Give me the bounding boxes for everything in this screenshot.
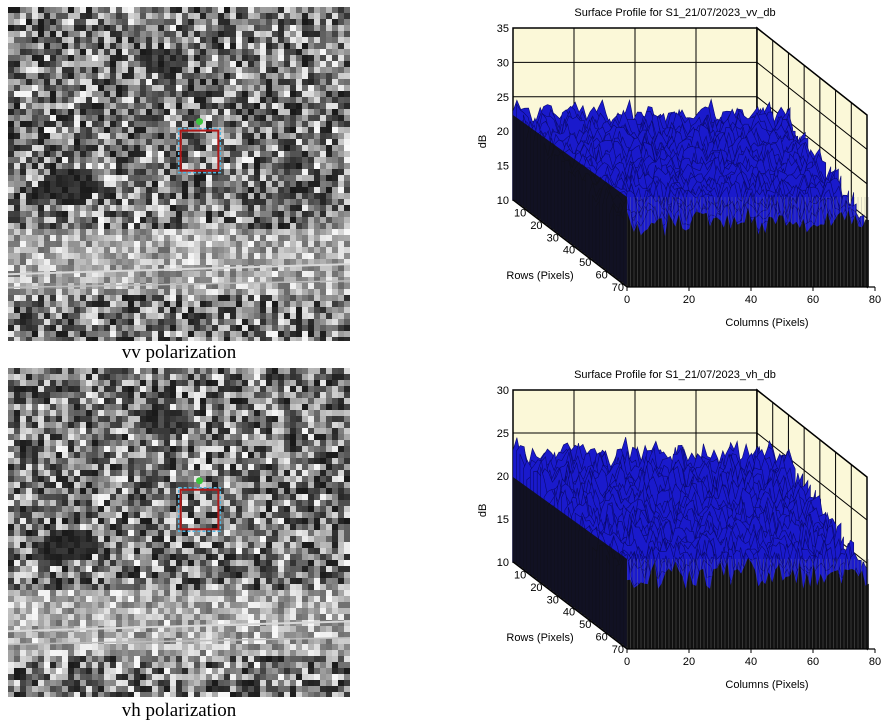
y-tick-label: 40: [563, 607, 575, 619]
z-axis-label: dB: [477, 504, 489, 517]
surface-chart-vh: Surface Profile for S1_21/07/2023_vh_db 1…: [470, 362, 887, 697]
z-tick-label: 20: [497, 126, 509, 138]
sar-texture-vh: [8, 368, 350, 697]
y-tick-label: 70: [612, 644, 624, 656]
chart-title: Surface Profile for S1_21/07/2023_vh_db: [574, 369, 776, 381]
z-tick-label: 35: [497, 23, 509, 35]
y-tick-label: 20: [530, 220, 542, 232]
selection-box: [179, 488, 220, 531]
sar-image-vv: [8, 7, 350, 341]
z-tick-label: 30: [497, 57, 509, 69]
z-tick-label: 25: [497, 92, 509, 104]
surface: [512, 98, 869, 287]
surface-chart-svg-vh: Surface Profile for S1_21/07/2023_vh_db 1…: [477, 369, 881, 691]
sar-speckle: [8, 368, 350, 697]
y-axis-label: Rows (Pixels): [506, 270, 573, 282]
z-tick-label: 20: [497, 471, 509, 483]
y-tick-label: 10: [514, 569, 526, 581]
left-wall: [513, 115, 627, 287]
z-axis-label: dB: [477, 135, 489, 148]
y-tick-label: 10: [514, 207, 526, 219]
road-line: [8, 637, 350, 646]
sar-speckle: [8, 7, 350, 341]
y-tick-label: 60: [595, 632, 607, 644]
road-line: [8, 263, 350, 276]
x-axis-label: Columns (Pixels): [725, 317, 808, 329]
z-tick-label: 15: [497, 161, 509, 173]
x-axis-label: Columns (Pixels): [725, 679, 808, 691]
y-tick-label: 70: [612, 282, 624, 294]
selection-marquee: [177, 486, 222, 532]
sar-image-vh: [8, 368, 350, 697]
x-tick-label: 20: [683, 294, 695, 306]
surface-chart-vv: Surface Profile for S1_21/07/2023_vv_db 1…: [470, 0, 887, 345]
x-tick-label: 0: [624, 656, 630, 668]
x-tick-label: 60: [807, 656, 819, 668]
z-tick-label: 15: [497, 514, 509, 526]
x-tick-label: 20: [683, 656, 695, 668]
x-tick-label: 80: [869, 656, 881, 668]
y-tick-label: 40: [563, 245, 575, 257]
sar-texture-vv: [8, 7, 350, 341]
y-axis-line: [512, 199, 628, 288]
y-tick-label: 50: [579, 257, 591, 269]
z-tick-label: 30: [497, 385, 509, 397]
x-tick-label: 60: [807, 294, 819, 306]
y-tick-label: 30: [547, 232, 559, 244]
z-tick-label: 25: [497, 428, 509, 440]
z-tick-label: 10: [497, 195, 509, 207]
y-axis-line: [512, 561, 628, 650]
selection-marquee: [177, 127, 222, 174]
x-tick-label: 0: [624, 294, 630, 306]
y-tick-label: 20: [530, 582, 542, 594]
x-tick-label: 80: [869, 294, 881, 306]
y-tick-label: 50: [579, 619, 591, 631]
y-tick-label: 60: [595, 270, 607, 282]
caption-vh: vh polarization: [121, 700, 237, 721]
left-wall: [513, 477, 627, 649]
y-tick-label: 30: [547, 594, 559, 606]
selection-box: [179, 129, 220, 172]
x-tick-label: 40: [745, 656, 757, 668]
chart-title: Surface Profile for S1_21/07/2023_vv_db: [574, 7, 775, 19]
z-tick-label: 10: [497, 557, 509, 569]
caption-vv: vv polarization: [121, 342, 237, 363]
road-line: [8, 620, 350, 633]
surface-chart-svg-vv: Surface Profile for S1_21/07/2023_vv_db 1…: [477, 7, 881, 329]
road-line: [8, 280, 350, 289]
front-wall-lines: [626, 197, 869, 287]
rotate-handle: [196, 477, 204, 485]
y-axis-label: Rows (Pixels): [506, 632, 573, 644]
rotate-handle: [196, 118, 204, 126]
x-tick-label: 40: [745, 294, 757, 306]
